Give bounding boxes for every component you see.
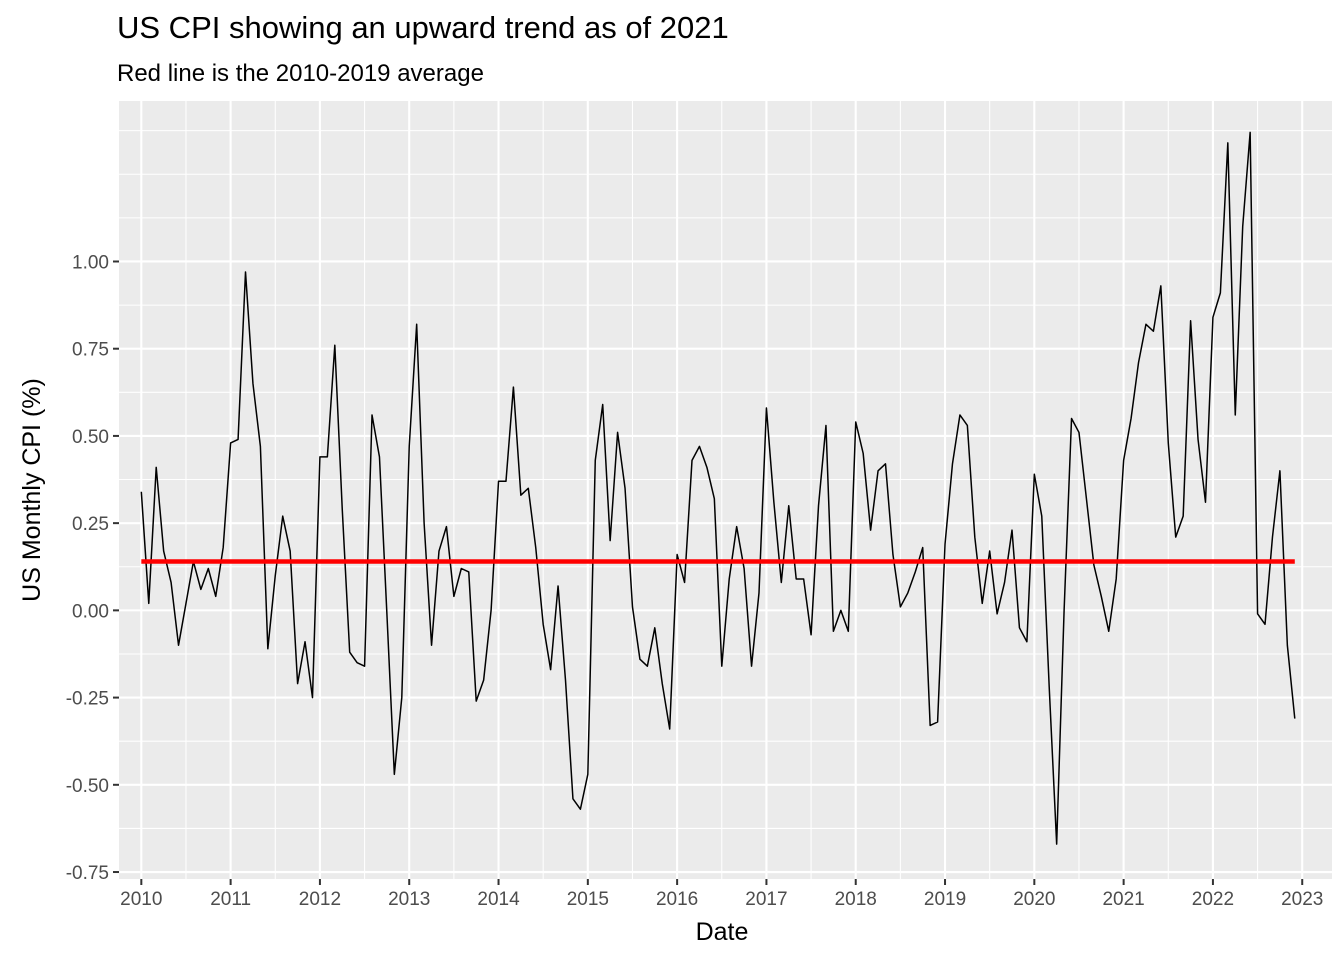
x-tick-label: 2010 [120,889,162,910]
plot-panel [119,101,1332,879]
y-tick-label: 0.00 [72,601,109,622]
chart-title: US CPI showing an upward trend as of 202… [117,10,729,45]
y-tick-label: 1.00 [72,252,109,273]
x-axis: 2010 2011 2012 2013 2014 2015 2016 2017 2018 2019… [120,879,1323,910]
y-tick-label: 0.25 [72,514,109,535]
y-tick-label: -0.25 [66,689,109,710]
y-tick-label: 0.50 [72,427,109,448]
x-tick-label: 2011 [210,889,251,910]
x-tick-label: 2016 [656,889,698,910]
x-tick-label: 2018 [835,889,877,910]
x-tick-label: 2022 [1192,889,1234,910]
x-tick-label: 2019 [924,889,966,910]
x-tick-label: 2017 [745,889,787,910]
y-tick-label: -0.50 [66,776,109,797]
x-tick-label: 2013 [388,889,430,910]
cpi-series-line [140,131,1296,845]
x-tick-label: 2015 [567,889,609,910]
x-tick-label: 2020 [1013,889,1055,910]
x-tick-label: 2021 [1102,889,1144,910]
x-tick-label: 2023 [1281,889,1323,910]
series-layer [140,131,1296,845]
x-axis-label: Date [696,918,749,946]
minor-gridlines [119,101,1332,879]
chart-subtitle: Red line is the 2010-2019 average [117,60,484,87]
y-axis: -0.75 -0.50 -0.25 0.00 0.25 0.50 0.75 1.00 [66,252,119,884]
y-tick-label: -0.75 [66,863,109,884]
y-axis-label: US Monthly CPI (%) [18,378,46,602]
x-tick-label: 2012 [299,889,341,910]
x-tick-label: 2014 [477,889,520,910]
y-tick-label: 0.75 [72,340,109,361]
